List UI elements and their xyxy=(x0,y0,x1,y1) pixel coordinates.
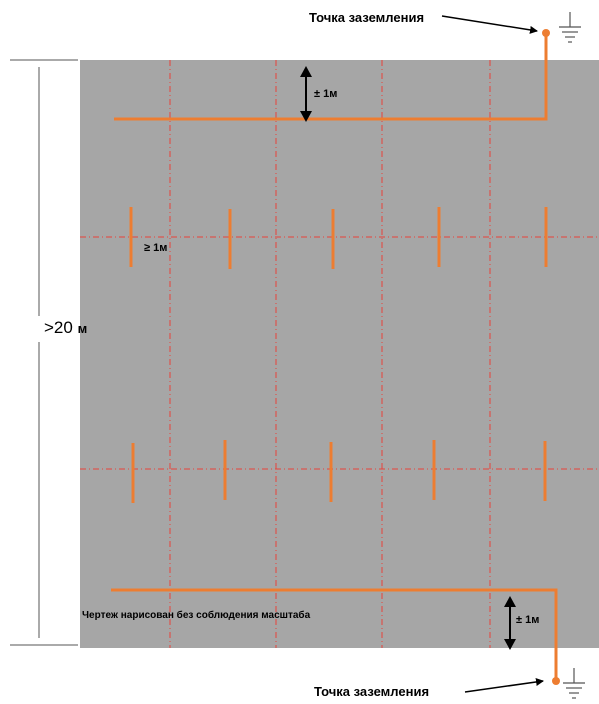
grid-lines xyxy=(80,60,599,648)
electrode-row-2 xyxy=(131,440,547,503)
scale-note: Чертеж нарисован без соблюдения масштаба xyxy=(82,610,311,621)
top-callout-arrow xyxy=(441,15,538,34)
bottom-ground-symbol-icon xyxy=(563,668,585,699)
top-ground-point-label: Точка заземления xyxy=(309,10,425,25)
electrode-spacing-label: ≥ 1м xyxy=(144,242,168,254)
bottom-offset-label: ± 1м xyxy=(516,614,540,626)
bottom-junction-dot-icon xyxy=(552,677,560,685)
floor-panel xyxy=(80,60,599,648)
bottom-ground-conductor xyxy=(111,588,558,680)
bottom-offset-arrow xyxy=(504,596,516,650)
height-value: >20 xyxy=(44,318,73,337)
top-ground-symbol-icon xyxy=(559,12,581,43)
height-unit: м xyxy=(77,321,88,336)
top-junction-dot-icon xyxy=(542,29,550,37)
bottom-ground-point-label: Точка заземления xyxy=(314,684,430,699)
top-offset-arrow xyxy=(300,66,312,122)
bottom-callout-arrow xyxy=(464,678,544,693)
electrode-row-1 xyxy=(129,207,548,269)
height-dimension xyxy=(10,59,78,646)
top-ground-conductor xyxy=(114,34,548,121)
height-label: >20 м xyxy=(44,318,87,338)
top-offset-label: ± 1м xyxy=(314,88,338,100)
